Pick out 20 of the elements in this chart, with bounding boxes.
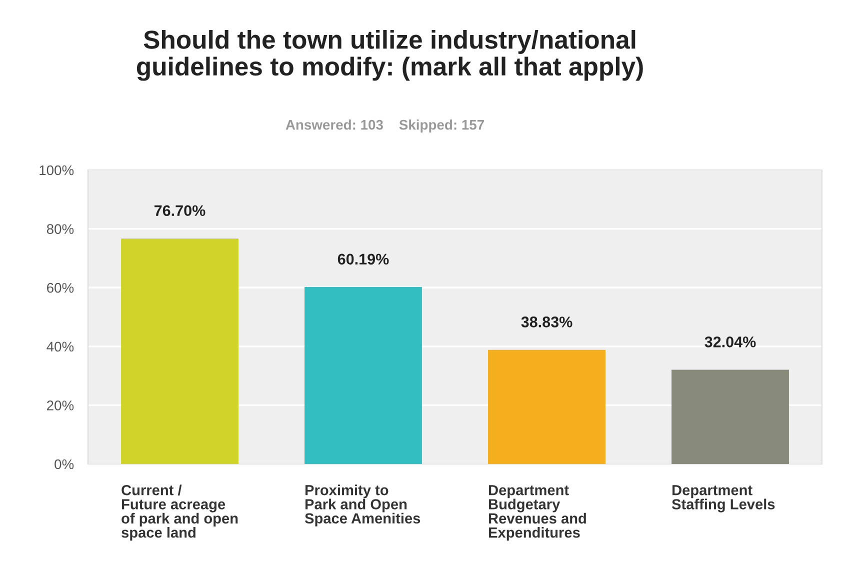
y-tick-label: 0% [54, 459, 74, 470]
data-label: 60.19% [338, 254, 389, 265]
x-tick-label: Current / Future acreage of park and open space land [122, 484, 238, 541]
bar [672, 370, 789, 464]
data-label: 38.83% [521, 316, 572, 328]
data-label: 32.04% [704, 336, 756, 348]
x-tick-label: Department Staffing Levels [672, 485, 775, 512]
bar [488, 350, 606, 464]
y-tick-label: 80% [46, 224, 74, 234]
bar [121, 238, 238, 464]
y-tick-label: 20% [47, 400, 74, 410]
bar [304, 287, 422, 464]
chart-title: Should the town utilize industry/national guidelines to modify: (mark all that apply) [136, 30, 643, 81]
chart-subtitle: Answered: 103 Skipped: 157 [286, 120, 484, 132]
x-tick-label: Proximity to Park and Open Space Amenities [304, 484, 420, 526]
y-tick-label: 100% [40, 165, 74, 176]
y-tick-label: 60% [47, 282, 74, 293]
y-tick-label: 40% [46, 342, 74, 352]
data-label: 76.70% [154, 205, 206, 216]
x-tick-label: Department Budgetary Revenues and Expenditures [489, 485, 586, 541]
